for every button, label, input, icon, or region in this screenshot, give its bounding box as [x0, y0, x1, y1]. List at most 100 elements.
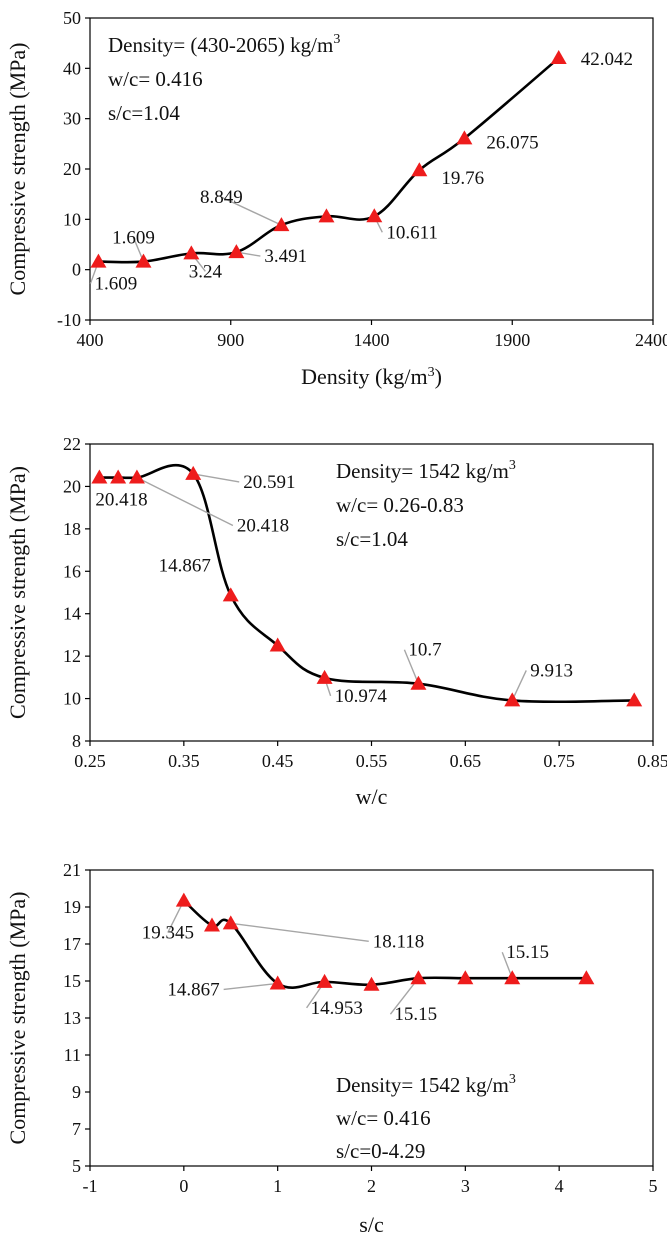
- y-tick-label: 5: [72, 1156, 81, 1176]
- data-label: 9.913: [530, 660, 573, 681]
- y-tick-label: 8: [72, 731, 81, 751]
- y-tick-label: 19: [63, 897, 81, 917]
- data-label: 3.24: [189, 261, 223, 282]
- y-tick-label: 15: [63, 971, 81, 991]
- annotation-line: Density= 1542 kg/m3: [336, 1072, 516, 1097]
- x-tick-label: 400: [77, 330, 104, 350]
- y-tick-label: 17: [63, 934, 81, 954]
- series-line: [182, 899, 587, 989]
- y-tick-label: 30: [63, 109, 81, 129]
- x-tick-label: 4: [555, 1176, 564, 1196]
- x-tick-label: 2: [367, 1176, 376, 1196]
- y-tick-label: 10: [63, 209, 81, 229]
- x-tick-label: 0.85: [637, 751, 667, 771]
- data-label-leader: [511, 670, 527, 701]
- data-label: 19.345: [142, 923, 194, 944]
- y-tick-label: 12: [63, 646, 81, 666]
- annotation-line: s/c=1.04: [336, 527, 408, 551]
- data-point-marker: [128, 469, 145, 484]
- data-point-marker: [504, 692, 521, 707]
- data-point-marker: [185, 465, 202, 480]
- y-tick-label: 0: [72, 260, 81, 280]
- data-point-marker: [91, 469, 108, 484]
- y-tick-label: 20: [63, 159, 81, 179]
- data-label-leader: [230, 922, 369, 943]
- x-tick-label: 0.25: [74, 751, 106, 771]
- data-point-marker: [578, 970, 595, 985]
- x-tick-label: 3: [461, 1176, 470, 1196]
- x-tick-label: 2400: [635, 330, 667, 350]
- y-tick-label: 21: [63, 860, 81, 880]
- x-axis-title: Density (kg/m3): [301, 364, 442, 389]
- y-tick-label: 13: [63, 1008, 81, 1028]
- x-tick-label: 1: [273, 1176, 282, 1196]
- x-tick-label: 5: [649, 1176, 658, 1196]
- y-tick-label: 22: [63, 434, 81, 454]
- annotation-line: w/c= 0.26-0.83: [336, 493, 464, 517]
- series-line: [99, 463, 635, 704]
- y-tick-label: 50: [63, 8, 81, 28]
- x-tick-label: 0.75: [543, 751, 575, 771]
- x-tick-label: 0: [179, 1176, 188, 1196]
- data-point-marker: [318, 208, 335, 223]
- data-label: 10.974: [335, 686, 388, 707]
- y-tick-label: 20: [63, 476, 81, 496]
- chart-3: 5 7 9 11 13 15 17 19 21 -1 0 1 2 3 4 5 s/c Compressive st…: [5, 860, 658, 1237]
- y-tick-label: 7: [72, 1119, 81, 1139]
- x-axis-title: w/c: [356, 784, 388, 809]
- data-point-marker: [175, 892, 192, 907]
- x-tick-label: 0.65: [450, 751, 482, 771]
- data-label: 15.15: [506, 942, 549, 963]
- data-label-leader: [403, 649, 420, 684]
- annotation-line: s/c=1.04: [108, 101, 180, 125]
- y-tick-label: 18: [63, 519, 81, 539]
- data-label: 8.849: [200, 187, 243, 208]
- data-label: 3.491: [264, 246, 307, 267]
- data-label: 20.591: [243, 472, 295, 493]
- data-point-marker: [626, 692, 643, 707]
- data-point-marker: [410, 675, 427, 690]
- data-label: 10.7: [408, 640, 441, 661]
- data-label-leader: [221, 196, 282, 226]
- data-label: 19.76: [441, 168, 484, 189]
- data-label: 14.867: [159, 555, 211, 576]
- data-point-marker: [410, 970, 427, 985]
- x-tick-label: 0.45: [262, 751, 294, 771]
- x-tick-label: 1400: [354, 330, 390, 350]
- data-label-leader: [136, 476, 234, 527]
- y-tick-label: 14: [63, 604, 81, 624]
- data-point-marker: [269, 975, 286, 990]
- data-label: 42.042: [581, 49, 633, 70]
- data-label: 15.15: [394, 1004, 437, 1025]
- x-tick-label: 1900: [494, 330, 530, 350]
- data-label: 1.609: [94, 274, 137, 295]
- y-axis-title: Compressive strength (MPa): [5, 43, 30, 296]
- data-label: 1.609: [112, 228, 155, 249]
- y-tick-label: -10: [57, 310, 81, 330]
- data-point-marker: [135, 253, 152, 268]
- data-point-marker: [457, 970, 474, 985]
- y-axis-title: Compressive strength (MPa): [5, 892, 30, 1145]
- data-point-marker: [203, 917, 220, 932]
- y-tick-label: 40: [63, 58, 81, 78]
- data-point-marker: [222, 915, 239, 930]
- data-point-marker: [228, 244, 245, 259]
- data-point-marker: [273, 217, 290, 232]
- annotation-line: s/c=0-4.29: [336, 1139, 425, 1163]
- x-tick-label: 900: [217, 330, 244, 350]
- y-tick-label: 10: [63, 689, 81, 709]
- y-tick-label: 11: [64, 1045, 81, 1065]
- data-point-marker: [269, 637, 286, 652]
- data-label: 10.611: [386, 222, 438, 243]
- data-point-marker: [183, 245, 200, 260]
- data-label-leader: [223, 982, 278, 991]
- plot-frame: [89, 17, 654, 321]
- data-point-marker: [316, 669, 333, 684]
- annotation-line: w/c= 0.416: [336, 1106, 431, 1130]
- data-point-marker: [222, 587, 239, 602]
- data-label: 20.418: [237, 516, 289, 537]
- data-point-marker: [550, 50, 567, 65]
- y-tick-label: 9: [72, 1082, 81, 1102]
